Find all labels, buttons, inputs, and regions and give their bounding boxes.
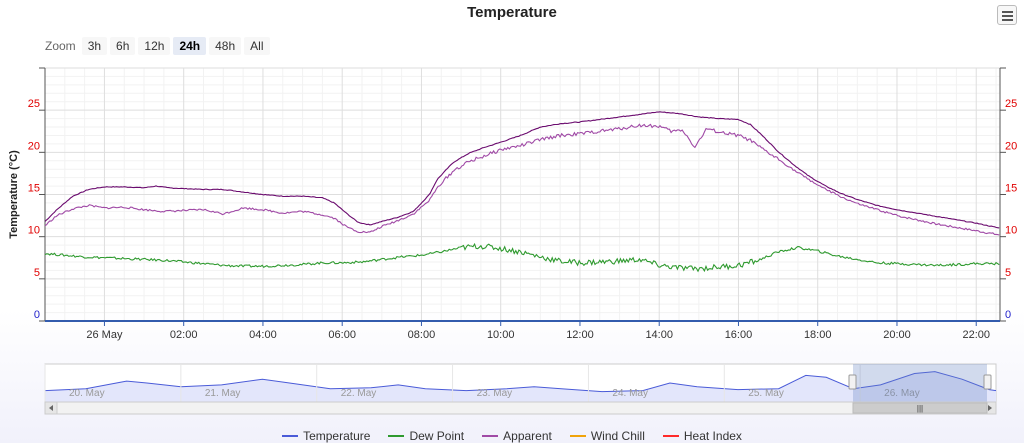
x-tick-label: 10:00	[487, 329, 515, 341]
y-tick-label-right: 20	[1005, 140, 1017, 152]
legend-item-wind-chill[interactable]: Wind Chill	[569, 428, 645, 443]
y-tick-label-right: 25	[1005, 98, 1017, 110]
series-line-dew-point	[44, 242, 1000, 273]
y-tick-label-left: 5	[34, 267, 40, 279]
y-tick-label-left: 0	[34, 309, 40, 321]
zoom-24h-button[interactable]: 24h	[173, 37, 207, 55]
y-tick-label-right: 0	[1005, 309, 1011, 321]
zoom-label: Zoom	[45, 39, 76, 53]
hamburger-menu-icon[interactable]	[997, 5, 1017, 25]
x-tick-label: 20:00	[883, 329, 911, 341]
y-tick-label-left: 20	[28, 140, 40, 152]
legend-label-apparent: Apparent	[503, 428, 552, 443]
zoom-all-button[interactable]: All	[244, 37, 270, 55]
navigator-date-label: 20. May	[69, 388, 105, 399]
temperature-chart: 0 0 5 5 10 10 15 15 20 20 25 25 Temperature (°C) 26 M…	[8, 67, 1017, 415]
navigator-date-label: 23. May	[477, 388, 513, 399]
legend-swatch-temperature	[282, 434, 299, 437]
legend-swatch-dew-point	[388, 434, 405, 437]
y-tick-label-left: 10	[28, 225, 40, 237]
x-tick-label: 04:00	[249, 329, 277, 341]
x-tick-label: 22:00	[962, 329, 990, 341]
navigator-left-handle[interactable]	[848, 374, 857, 390]
legend-item-dew-point[interactable]: Dew Point	[388, 429, 464, 443]
navigator-date-label: 26. May	[884, 388, 920, 399]
scrollbar-grip: |||	[917, 404, 923, 413]
chart-title: Temperature	[467, 4, 557, 21]
legend-swatch-heat-index	[662, 434, 679, 437]
y-tick-label-right: 10	[1005, 225, 1017, 237]
scrollbar-right-arrow-icon	[988, 405, 992, 411]
zoom-3h-button[interactable]: 3h	[81, 37, 108, 55]
navigator-right-handle[interactable]	[983, 374, 992, 390]
legend-item-temperature[interactable]: Temperature	[282, 429, 370, 443]
x-tick-label: 26 May	[86, 329, 123, 341]
legend-label-wind-chill: Wind Chill	[590, 428, 645, 443]
x-tick-label: 02:00	[170, 329, 198, 341]
navigator-series-line	[44, 371, 997, 393]
legend-item-apparent[interactable]: Apparent	[482, 429, 552, 443]
x-tick-label: 12:00	[566, 329, 594, 341]
navigator-selection-mask[interactable]	[853, 364, 987, 402]
y-tick-label-left: 15	[28, 183, 40, 195]
legend-item-heat-index[interactable]: Heat Index	[662, 428, 742, 443]
legend-swatch-apparent	[482, 434, 499, 437]
x-tick-label: 14:00	[645, 329, 673, 341]
scrollbar-thumb[interactable]	[852, 402, 988, 414]
legend-label-heat-index: Heat Index	[683, 428, 742, 443]
x-tick-label: 18:00	[804, 329, 832, 341]
series-line-apparent	[44, 123, 1000, 236]
x-tick-label: 08:00	[408, 329, 436, 341]
y-tick-label-right: 15	[1005, 183, 1017, 195]
navigator-area	[45, 371, 996, 402]
scrollbar-left-arrow-icon	[49, 405, 53, 411]
y-axis-title: Temperature (°C)	[8, 150, 20, 239]
y-tick-label-left: 25	[28, 98, 40, 110]
legend-label-temperature: Temperature	[303, 428, 371, 443]
legend-label-dew-point: Dew Point	[409, 428, 465, 443]
navigator-date-label: 22. May	[341, 388, 377, 399]
legend-swatch-wind-chill	[569, 434, 586, 437]
zoom-bar: Zoom 3h 6h 12h 24h 48h All	[45, 36, 273, 56]
navigator-date-label: 24. May	[612, 388, 648, 399]
x-tick-label: 16:00	[725, 329, 753, 341]
zoom-48h-button[interactable]: 48h	[209, 37, 242, 55]
navigator-date-label: 21. May	[205, 388, 241, 399]
zoom-12h-button[interactable]: 12h	[138, 37, 171, 55]
navigator-date-label: 25. May	[748, 388, 784, 399]
x-tick-label: 06:00	[328, 329, 356, 341]
legend: Temperature Dew Point Apparent Wind Chil…	[0, 428, 1024, 443]
zoom-6h-button[interactable]: 6h	[110, 37, 136, 55]
series-line-temperature	[44, 111, 1000, 229]
y-tick-label-right: 5	[1005, 267, 1011, 279]
